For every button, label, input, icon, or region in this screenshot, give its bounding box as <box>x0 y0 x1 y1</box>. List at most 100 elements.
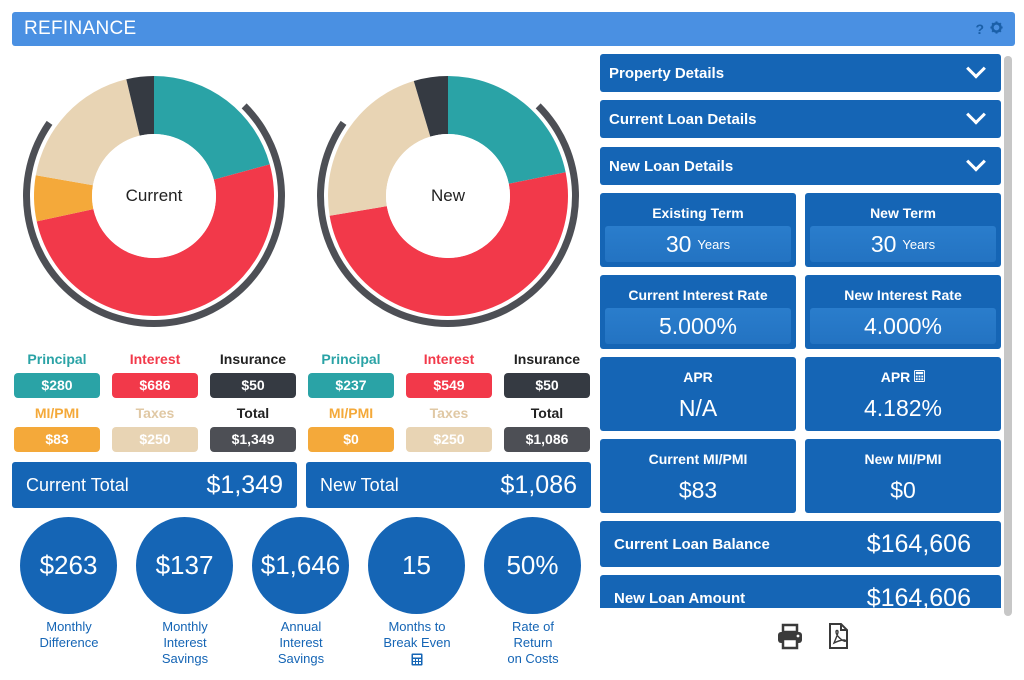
new-apr-tile: APR 4.182% <box>805 357 1001 431</box>
donut-total-ring <box>317 103 579 327</box>
existing-term-label: Existing Term <box>652 205 744 221</box>
new-loan-details-label: New Loan Details <box>609 157 734 175</box>
legend-insurance-value: $50 <box>210 373 296 398</box>
current-loan-balance-value: $164,606 <box>866 529 971 558</box>
current-mipmi-value: $83 <box>678 477 718 503</box>
legend-principal-label: Principal <box>27 351 87 367</box>
chevron-down-icon <box>966 151 986 172</box>
new-mipmi-value: $0 <box>890 477 916 503</box>
legend-mipmi-value: $0 <box>308 427 394 452</box>
legend-mipmi-label: MI/PMI <box>34 405 80 421</box>
legend-mipmi-value: $83 <box>14 427 100 452</box>
donut-hole <box>92 134 216 258</box>
current-loan-balance-label: Current Loan Balance <box>614 535 770 553</box>
current-interest-rate-label: Current Interest Rate <box>628 287 768 303</box>
current-total-box: Current Total $1,349 <box>12 462 297 508</box>
calculator-icon[interactable] <box>362 653 472 666</box>
donut-slice-interest[interactable] <box>36 164 274 316</box>
donut-slice-insurance[interactable] <box>413 76 448 137</box>
new-payment-donut: New <box>313 61 583 331</box>
legend-insurance-label: Insurance <box>513 351 581 367</box>
current-loan-details-accordion[interactable]: Current Loan Details <box>600 100 1001 138</box>
page-title: REFINANCE <box>24 18 137 39</box>
new-legend: Principal $237 Interest $549 Insurance $50 … <box>308 350 590 452</box>
current-apr-value: N/A <box>678 395 718 421</box>
pdf-icon[interactable] <box>824 622 852 655</box>
donut-slice-principal[interactable] <box>154 76 270 180</box>
monthly-difference-caption: Monthly Difference <box>39 619 99 650</box>
annual-interest-savings-circle: $1,646 <box>252 517 349 614</box>
legend-interest-value: $686 <box>112 373 198 398</box>
donut-total-ring <box>22 103 285 327</box>
current-interest-rate-input[interactable]: 5.000% <box>605 308 791 344</box>
donut-slice-mipmi[interactable] <box>33 175 94 222</box>
rate-of-return-caption: Rate of Return on Costs <box>507 619 559 666</box>
current-apr-tile: APR N/A <box>600 357 796 431</box>
current-mipmi-tile: Current MI/PMI $83 <box>600 439 796 513</box>
new-loan-details-accordion[interactable]: New Loan Details <box>600 147 1001 185</box>
chevron-down-icon <box>966 104 986 125</box>
monthly-interest-savings-caption: Monthly Interest Savings <box>161 619 209 666</box>
legend-taxes-value: $250 <box>112 427 198 452</box>
legend-mipmi-label: MI/PMI <box>328 405 374 421</box>
new-apr-value: 4.182% <box>863 395 942 421</box>
annual-interest-savings-caption: Annual Interest Savings <box>277 619 325 666</box>
printer-icon[interactable] <box>776 622 804 655</box>
break-even-circle: 15 <box>368 517 465 614</box>
new-interest-rate-input[interactable]: 4.000% <box>810 308 996 344</box>
current-loan-details-label: Current Loan Details <box>609 110 757 128</box>
new-loan-amount-value: $164,606 <box>866 583 971 609</box>
donut-slice-taxes[interactable] <box>328 80 431 216</box>
legend-insurance-label: Insurance <box>219 351 287 367</box>
break-even-caption: Months to Break Even <box>362 619 472 666</box>
property-details-accordion[interactable]: Property Details <box>600 54 1001 92</box>
current-loan-balance-row: Current Loan Balance $164,606 <box>600 521 1001 567</box>
chevron-down-icon <box>966 58 986 79</box>
legend-principal-label: Principal <box>321 351 381 367</box>
new-apr-label: APR <box>880 369 911 385</box>
current-donut-svg <box>22 76 285 327</box>
panel-scrollbar[interactable] <box>1004 56 1012 616</box>
legend-insurance-value: $50 <box>504 373 590 398</box>
donut-slice-insurance[interactable] <box>126 76 154 136</box>
legend-interest-label: Interest <box>423 351 475 367</box>
legend-interest-label: Interest <box>129 351 181 367</box>
new-loan-amount-row: New Loan Amount $164,606 <box>600 575 1001 608</box>
new-term-tile: New Term 30 Years <box>805 193 1001 267</box>
legend-principal-value: $237 <box>308 373 394 398</box>
legend-principal-value: $280 <box>14 373 100 398</box>
current-payment-donut: Current <box>19 61 289 331</box>
loan-details-panel[interactable]: Property Details Current Loan Details Ne… <box>598 52 1004 608</box>
new-total-box: New Total $1,086 <box>306 462 591 508</box>
rate-of-return-circle: 50% <box>484 517 581 614</box>
monthly-difference-circle: $263 <box>20 517 117 614</box>
legend-total-label: Total <box>530 405 564 421</box>
donut-slice-taxes[interactable] <box>35 79 140 186</box>
legend-total-value: $1,349 <box>210 427 296 452</box>
new-mipmi-tile: New MI/PMI $0 <box>805 439 1001 513</box>
current-interest-rate-tile: Current Interest Rate 5.000% <box>600 275 796 349</box>
new-interest-rate-tile: New Interest Rate 4.000% <box>805 275 1001 349</box>
header-bar: REFINANCE ? <box>12 12 1015 46</box>
existing-term-tile: Existing Term 30 Years <box>600 193 796 267</box>
new-interest-rate-label: New Interest Rate <box>844 287 962 303</box>
scrollbar-thumb[interactable] <box>1004 56 1012 616</box>
new-donut-svg <box>317 76 579 327</box>
calculator-icon[interactable] <box>914 368 926 386</box>
new-mipmi-label: New MI/PMI <box>864 451 942 467</box>
donut-slice-interest[interactable] <box>329 172 568 317</box>
donut-slice-principal[interactable] <box>448 76 566 184</box>
new-term-input[interactable]: 30 Years <box>810 226 996 262</box>
new-loan-amount-label: New Loan Amount <box>614 589 746 607</box>
new-term-label: New Term <box>870 205 936 221</box>
current-total-value: $1,349 <box>206 470 283 499</box>
new-total-value: $1,086 <box>500 470 577 499</box>
legend-interest-value: $549 <box>406 373 492 398</box>
legend-taxes-label: Taxes <box>135 405 175 421</box>
question-icon[interactable]: ? <box>975 21 984 37</box>
current-mipmi-label: Current MI/PMI <box>648 451 748 467</box>
legend-total-label: Total <box>236 405 270 421</box>
legend-total-value: $1,086 <box>504 427 590 452</box>
gear-icon[interactable] <box>990 21 1003 37</box>
existing-term-input[interactable]: 30 Years <box>605 226 791 262</box>
